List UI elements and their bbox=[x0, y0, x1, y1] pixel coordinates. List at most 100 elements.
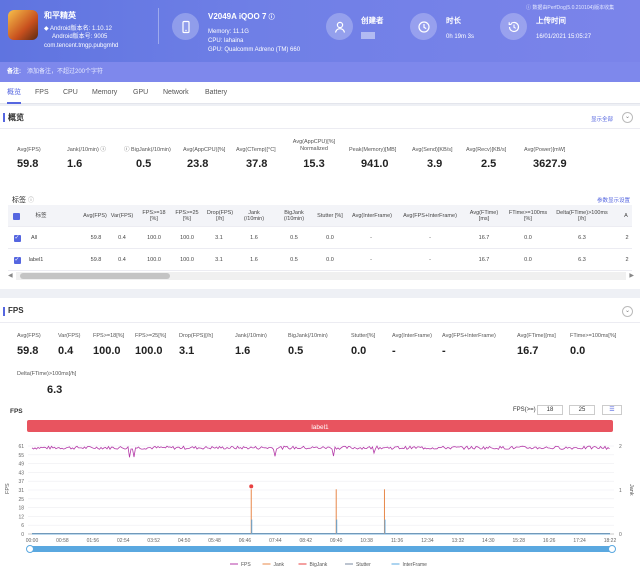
table-horizontal-scrollbar[interactable]: ◀ ▶ bbox=[8, 272, 634, 280]
threshold-input-2[interactable]: 25 bbox=[569, 405, 595, 415]
stat-value: 2.5 bbox=[481, 158, 497, 170]
overview-panel: 概览 显示全部 ⌄ Avg(FPS) 59.8 Jank(/10min) ⓘ 1.6… bbox=[0, 106, 640, 289]
scroll-right-icon[interactable]: ▶ bbox=[629, 273, 634, 279]
x-tick-label: 05:48 bbox=[208, 538, 221, 544]
app-name: 和平精英 bbox=[44, 11, 76, 20]
y-right-tick-label: 0 bbox=[619, 532, 622, 538]
col-header: FPS>=25 [%] bbox=[175, 210, 199, 222]
tab-fps[interactable]: FPS bbox=[35, 89, 49, 96]
stat-value: 37.8 bbox=[246, 158, 268, 170]
cell: 0.4 bbox=[118, 257, 126, 263]
help-icon: ⓘ bbox=[100, 147, 106, 153]
y-tick-label: 18 bbox=[18, 506, 24, 512]
cell: 0.5 bbox=[290, 257, 298, 263]
stat-fps-item: FTime>=100ms[%] 0.0 bbox=[570, 333, 616, 357]
remark-input[interactable]: 添加备注，不超过200个字符 bbox=[27, 69, 104, 75]
stat-peak-memory: Peak(Memory)[MB] 941.0 bbox=[349, 147, 396, 170]
cell: - bbox=[370, 257, 372, 263]
chart-menu-icon[interactable]: ☰ bbox=[602, 405, 622, 415]
y-tick-label: 25 bbox=[18, 497, 24, 503]
show-all-link[interactable]: 显示全部 bbox=[591, 117, 614, 123]
y-tick-label: 61 bbox=[18, 444, 24, 450]
stat-fps-item: FPS>=25[%] 100.0 bbox=[135, 333, 166, 357]
collapse-icon[interactable]: ⌄ bbox=[622, 306, 633, 317]
tab-gpu[interactable]: GPU bbox=[133, 89, 149, 96]
col-header: Drop(FPS) [/h] bbox=[206, 210, 234, 222]
device-gpu: GPU: Qualcomm Adreno (TM) 660 bbox=[208, 47, 301, 53]
stat-fps-item: FPS>=18[%] 100.0 bbox=[93, 333, 124, 357]
y-tick-label: 31 bbox=[18, 488, 24, 494]
version-note: ⓘ 数据由PerfDog(5.0.210104)版本收集 bbox=[526, 5, 615, 11]
creator-label: 创建者 bbox=[361, 16, 384, 25]
help-icon: ⓘ bbox=[124, 147, 130, 153]
stat-label: FTime>=100ms[%] bbox=[570, 333, 617, 339]
cell: 16.7 bbox=[478, 257, 490, 263]
device-name: V2049A iQOO 7 ⓘ bbox=[208, 12, 275, 22]
stat-jank: Jank(/10min) ⓘ 1.6 bbox=[67, 147, 106, 170]
stat-delta-ftime: Delta(FTime)>100ms[/h] 6.3 bbox=[17, 371, 76, 396]
tab-memory[interactable]: Memory bbox=[92, 89, 118, 96]
column-settings-link[interactable]: 参数显示设置 bbox=[597, 198, 631, 204]
stat-value: 59.8 bbox=[17, 158, 39, 170]
stat-value: 941.0 bbox=[361, 158, 389, 170]
bigjank-marker bbox=[249, 484, 254, 489]
x-tick-label: 14:30 bbox=[482, 538, 495, 544]
row-checkbox[interactable]: ✓ bbox=[13, 256, 21, 264]
table-row[interactable]: ✓ All 59.8 0.4 100.0 100.0 3.1 1.6 0.5 0… bbox=[8, 227, 632, 249]
stat-avg-power: Avg(Power)[mW] 3627.9 bbox=[524, 147, 567, 170]
row-checkbox[interactable]: ✓ bbox=[13, 234, 21, 242]
tab-overview[interactable]: 概览 bbox=[7, 82, 21, 104]
collapse-icon[interactable]: ⌄ bbox=[622, 112, 633, 123]
col-header: BigJank (/10min) bbox=[283, 210, 305, 222]
duration-label: 时长 bbox=[446, 16, 461, 25]
stat-appcpu-normalized: Avg(AppCPU)[%] Normalized 15.3 bbox=[289, 139, 339, 170]
x-tick-label: 08:42 bbox=[300, 538, 313, 544]
x-tick-label: 00:58 bbox=[56, 538, 69, 544]
stat-label: Avg(AppCPU)[%] bbox=[183, 147, 226, 153]
y-tick-label: 12 bbox=[18, 514, 24, 520]
cell: 1.6 bbox=[250, 235, 258, 241]
x-tick-label: 02:54 bbox=[117, 538, 130, 544]
cell: - bbox=[429, 235, 431, 241]
col-header: Delta(FTime)>100ms [/h] bbox=[556, 210, 608, 222]
stat-label: Avg(InterFrame) bbox=[392, 333, 432, 339]
x-tick-label: 01:56 bbox=[87, 538, 100, 544]
cell: All bbox=[30, 235, 38, 241]
scroll-left-icon[interactable]: ◀ bbox=[8, 273, 13, 279]
duration-value: 0h 19m 3s bbox=[446, 34, 475, 40]
stat-label: FPS>=25[%] bbox=[135, 333, 167, 339]
phone-icon bbox=[172, 13, 199, 40]
checkbox-all[interactable] bbox=[8, 205, 24, 227]
y-right-tick-label: 1 bbox=[619, 488, 622, 494]
y-axis-label: FPS bbox=[5, 483, 11, 494]
stat-label: Avg(Power)[mW] bbox=[524, 147, 566, 153]
cell: 0.0 bbox=[524, 257, 532, 263]
threshold-input-1[interactable]: 18 bbox=[537, 405, 563, 415]
stat-value: 16.7 bbox=[517, 345, 539, 357]
tab-cpu[interactable]: CPU bbox=[63, 89, 78, 96]
history-icon bbox=[500, 13, 527, 40]
tab-battery[interactable]: Battery bbox=[205, 89, 228, 96]
tab-network[interactable]: Network bbox=[163, 89, 189, 96]
cell: - bbox=[370, 235, 372, 241]
chart-legend: FPS Jank BigJank Stutter InterFrame bbox=[230, 562, 427, 568]
table-row[interactable]: ✓ label1 59.8 0.4 100.0 100.0 3.1 1.6 0.… bbox=[8, 249, 632, 271]
stat-label: Avg(FPS) bbox=[17, 333, 41, 339]
help-icon: ⓘ bbox=[526, 5, 533, 11]
y-right-tick-label: 2 bbox=[619, 444, 622, 450]
cell: 0.4 bbox=[118, 235, 126, 241]
scrollbar-thumb[interactable] bbox=[20, 273, 170, 279]
x-axis: 00:00 00:58 01:56 02:54 03:52 04:50 05:48 06:46… bbox=[26, 533, 616, 544]
cell: 3.1 bbox=[215, 257, 223, 263]
y-axis: 61 55 49 43 37 31 25 18 12 6 0 bbox=[18, 444, 24, 538]
x-tick-label: 00:00 bbox=[26, 538, 39, 544]
zoom-handle-left bbox=[26, 545, 34, 553]
stat-value: - bbox=[442, 345, 446, 357]
col-header: FPS>=18 [%] bbox=[142, 210, 166, 222]
stat-label: Var(FPS) bbox=[58, 333, 81, 339]
label-band-text: label1 bbox=[311, 424, 329, 431]
cell: 59.8 bbox=[90, 235, 102, 241]
divider bbox=[0, 128, 640, 129]
stat-value: 0.0 bbox=[570, 345, 586, 357]
